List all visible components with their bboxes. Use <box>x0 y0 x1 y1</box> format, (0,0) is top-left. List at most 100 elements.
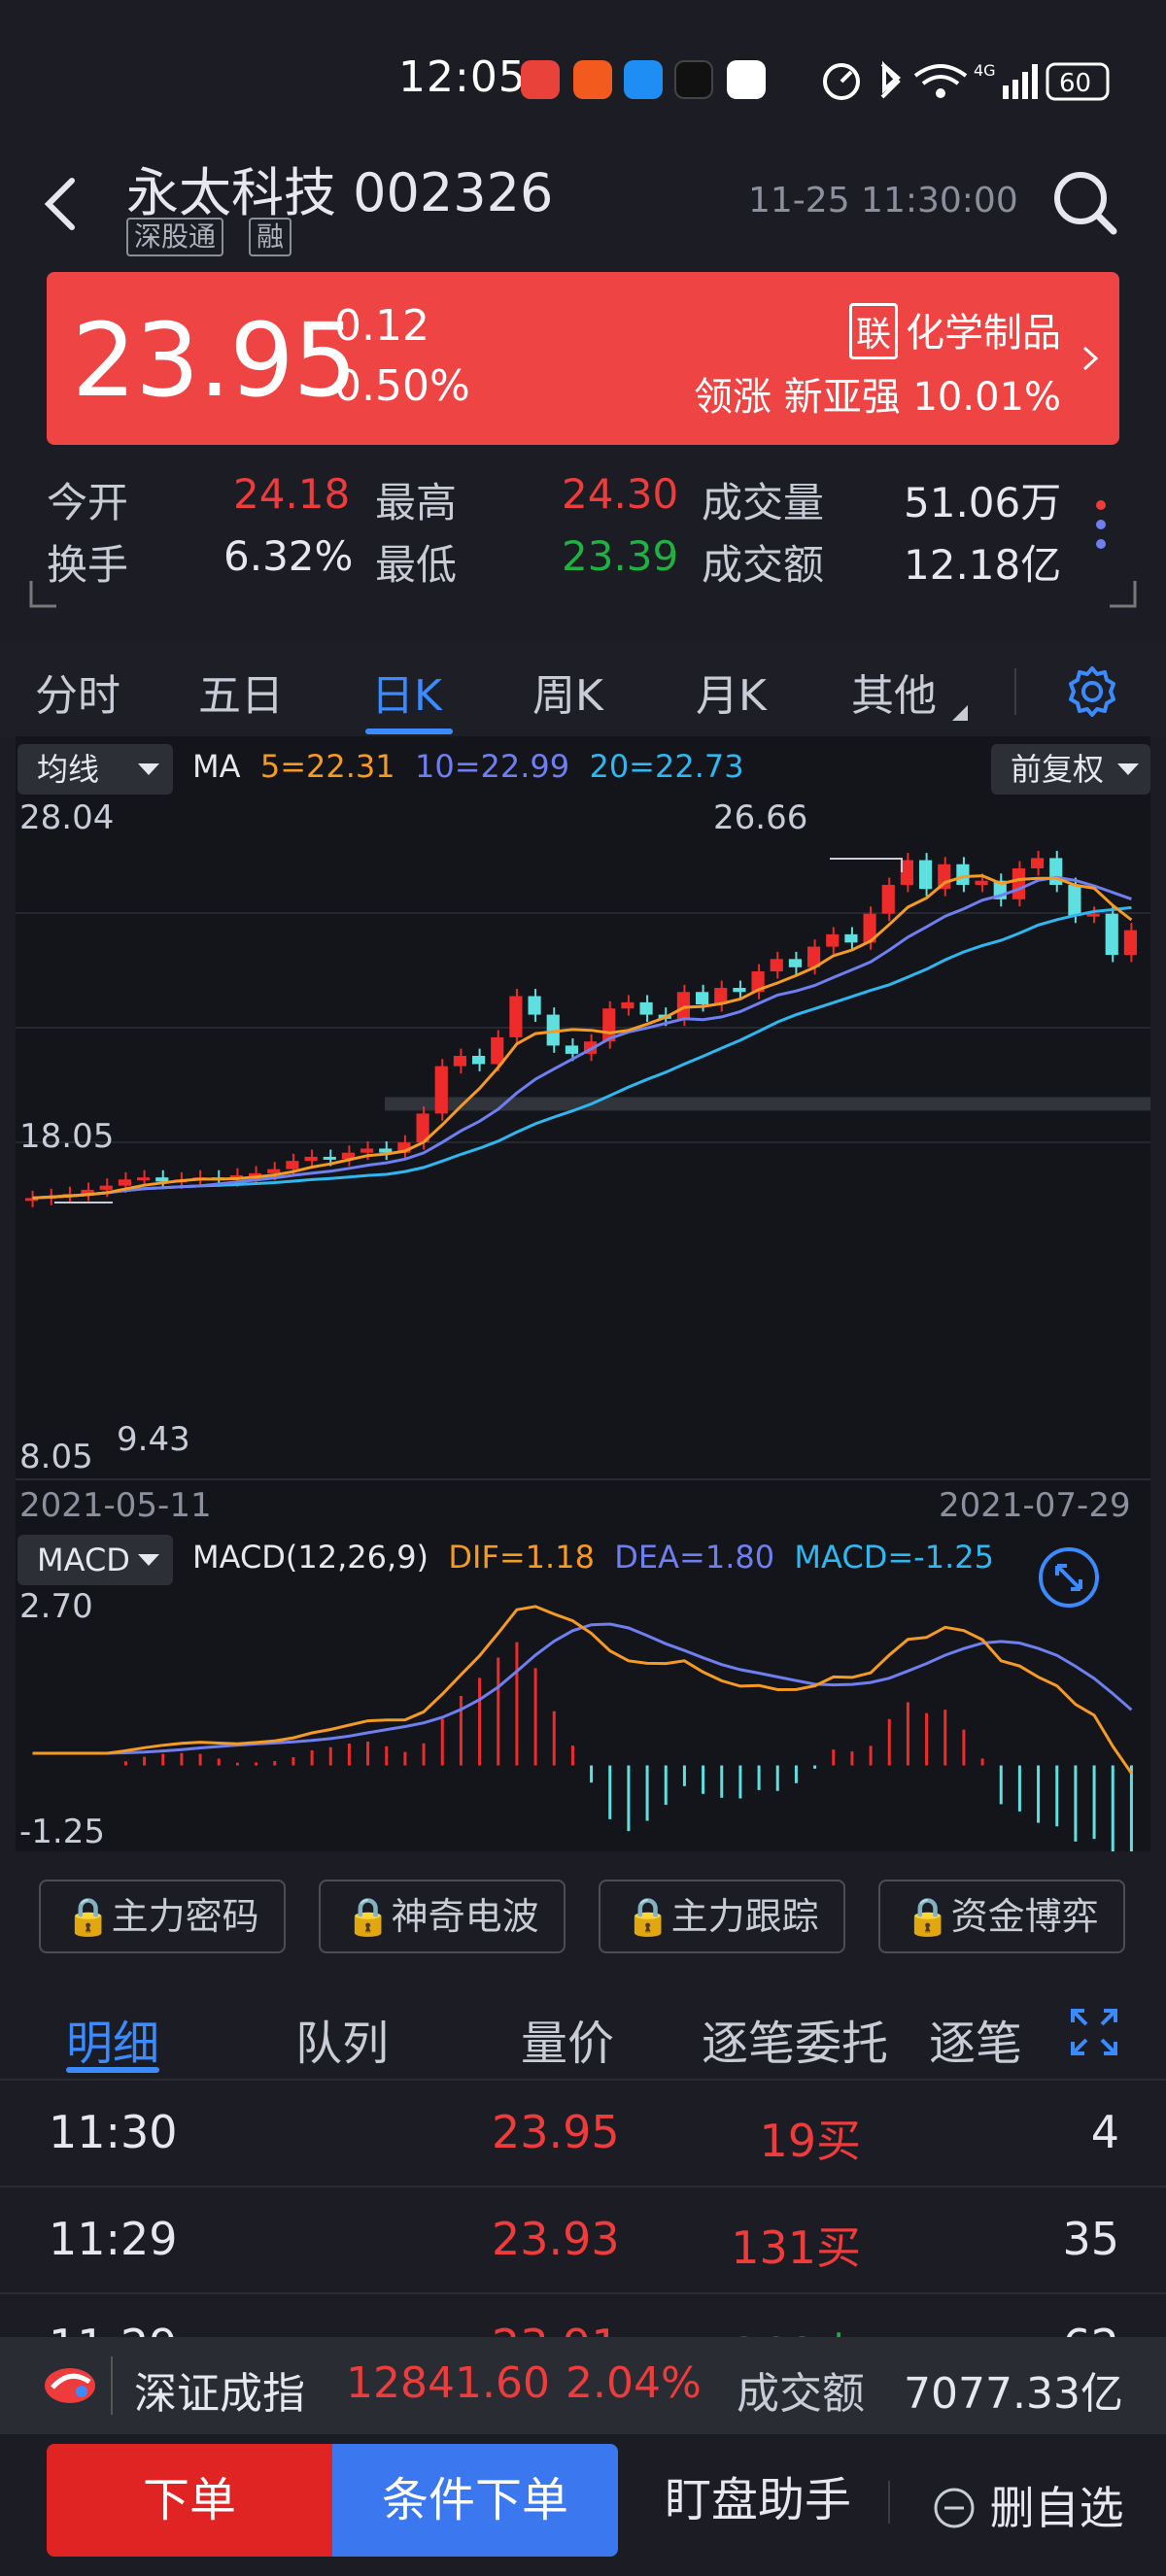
y-axis-bottom: 8.05 <box>19 1438 93 1476</box>
price-card[interactable]: 23.95 0.12 0.50% 联化学制品 领涨 新亚强 10.01% <box>47 272 1119 445</box>
tab-tick-by-tick[interactable]: 逐笔 <box>929 2017 1023 2071</box>
back-icon[interactable] <box>39 165 87 243</box>
active-tab-indicator <box>365 729 453 734</box>
system-status-icons: 4G 60 <box>823 60 1110 101</box>
candle <box>621 1001 634 1009</box>
candle <box>733 988 746 993</box>
macd-select[interactable]: MACD <box>17 1535 173 1585</box>
tab-divider <box>1014 668 1016 715</box>
expand-corners <box>29 581 1137 608</box>
chart-divider <box>16 1478 1150 1480</box>
candle <box>956 864 970 885</box>
low-marker-label: 9.43 <box>117 1420 190 1459</box>
adjust-select[interactable]: 前复权 <box>991 744 1150 795</box>
index-value: 12841.60 <box>346 2358 550 2408</box>
index-ticker[interactable]: 深证成指 12841.60 2.04% 成交额 7077.33亿 <box>0 2337 1166 2434</box>
open-value: 24.18 <box>233 470 351 518</box>
svg-text:60: 60 <box>1059 69 1091 98</box>
stock-code: 002326 <box>353 162 554 223</box>
watch-assistant-button[interactable]: 盯盘助手 <box>664 2473 851 2527</box>
candle <box>770 959 783 972</box>
conditional-order-button[interactable]: 条件下单 <box>332 2444 618 2557</box>
macd-y-top: 2.70 <box>19 1587 93 1626</box>
industry-link[interactable]: 联化学制品 <box>848 301 1061 359</box>
status-time: 12:05 <box>398 52 527 102</box>
candle <box>807 946 821 967</box>
candle <box>137 1177 151 1181</box>
detail-tab-indicator <box>66 2067 159 2073</box>
search-icon[interactable] <box>1049 167 1119 237</box>
tab-order-by-order[interactable]: 逐笔委托 <box>702 2017 889 2071</box>
tab-intraday[interactable]: 分时 <box>35 671 120 721</box>
price-change-pct: 0.50% <box>334 361 470 411</box>
index-logo-icon <box>45 2368 95 2403</box>
tab-daily-k[interactable]: 日K <box>371 671 442 721</box>
indicator-select[interactable]: 均线 <box>17 744 173 795</box>
candle <box>1068 884 1081 916</box>
remove-watchlist-button[interactable]: 删自选 <box>933 2473 1124 2537</box>
tab-weekly-k[interactable]: 周K <box>532 671 603 721</box>
expand-icon[interactable] <box>1069 2007 1119 2057</box>
amount-value: 12.18亿 <box>904 541 1062 589</box>
table-row: 11:30 23.95 19买 4 <box>0 2079 1166 2186</box>
low-label: 最低 <box>375 541 458 589</box>
svg-text:4G: 4G <box>974 61 996 80</box>
candle <box>472 1056 486 1065</box>
price-band <box>385 1097 1150 1111</box>
stock-app-icon <box>727 60 766 99</box>
tab-other[interactable]: 其他 <box>851 671 937 721</box>
volume-value: 51.06万 <box>904 479 1062 526</box>
order-button[interactable]: 下单 <box>47 2444 332 2557</box>
candle <box>323 1156 336 1160</box>
index-pct: 2.04% <box>566 2358 702 2408</box>
candle <box>788 959 802 967</box>
candle <box>453 1056 466 1067</box>
minus-circle-icon <box>934 2488 975 2528</box>
bottom-action-bar: 下单 条件下单 盯盘助手 删自选 <box>0 2438 1166 2576</box>
open-label: 今开 <box>47 479 129 526</box>
tab-monthly-k[interactable]: 月K <box>696 671 767 721</box>
status-bar: 12:05 4G 60 <box>0 39 1166 117</box>
tab-queue[interactable]: 队列 <box>295 2017 390 2071</box>
quote-time: 11-25 11:30:00 <box>748 181 1018 220</box>
date-start: 2021-05-11 <box>19 1486 212 1525</box>
chart-area[interactable]: 均线 MA 5=22.31 10=22.99 20=22.73 前复权 28.0… <box>16 736 1150 1851</box>
candle <box>975 880 988 885</box>
candle <box>1086 913 1100 917</box>
index-amount: 7077.33亿 <box>904 2369 1123 2419</box>
tag-shenguTong: 深股通 <box>126 218 224 256</box>
candle <box>416 1113 429 1143</box>
settings-gear-icon[interactable] <box>1065 664 1119 719</box>
locked-magic-wave[interactable]: 🔒神奇电波 <box>319 1880 566 1953</box>
candle <box>249 1172 262 1176</box>
stock-title: 永太科技 002326 <box>126 150 553 226</box>
locked-fund-game[interactable]: 🔒资金博弈 <box>878 1880 1125 1953</box>
candle <box>881 884 895 914</box>
index-amount-label: 成交额 <box>737 2369 865 2419</box>
locked-main-tracking[interactable]: 🔒主力跟踪 <box>599 1880 845 1953</box>
price-change: 0.12 <box>334 301 429 351</box>
candle <box>155 1177 169 1182</box>
candle <box>509 996 523 1037</box>
turnover-label: 换手 <box>47 541 129 589</box>
more-dots-icon[interactable] <box>1086 486 1115 573</box>
candle <box>714 988 728 1004</box>
candle <box>696 992 709 1004</box>
tab-detail[interactable]: 明细 <box>66 2017 160 2071</box>
candle <box>676 992 690 1019</box>
tab-volume-price[interactable]: 量价 <box>521 2017 615 2071</box>
macd-chart[interactable] <box>16 1591 1150 1851</box>
industry-name: 化学制品 <box>906 311 1061 356</box>
ma-legend: MA 5=22.31 10=22.99 20=22.73 <box>192 748 744 785</box>
candle <box>267 1169 281 1173</box>
candlestick-chart[interactable] <box>16 797 1150 1247</box>
locked-main-password[interactable]: 🔒主力密码 <box>39 1880 286 1953</box>
tab-five-day[interactable]: 五日 <box>198 671 284 721</box>
index-name: 深证成指 <box>134 2369 305 2419</box>
candle <box>397 1142 411 1153</box>
fullscreen-toggle-icon[interactable] <box>1038 1546 1100 1609</box>
turnover-value: 6.32% <box>223 532 354 580</box>
chevron-right-icon[interactable] <box>1079 334 1102 383</box>
high-label: 最高 <box>375 479 458 526</box>
candle <box>360 1148 374 1153</box>
